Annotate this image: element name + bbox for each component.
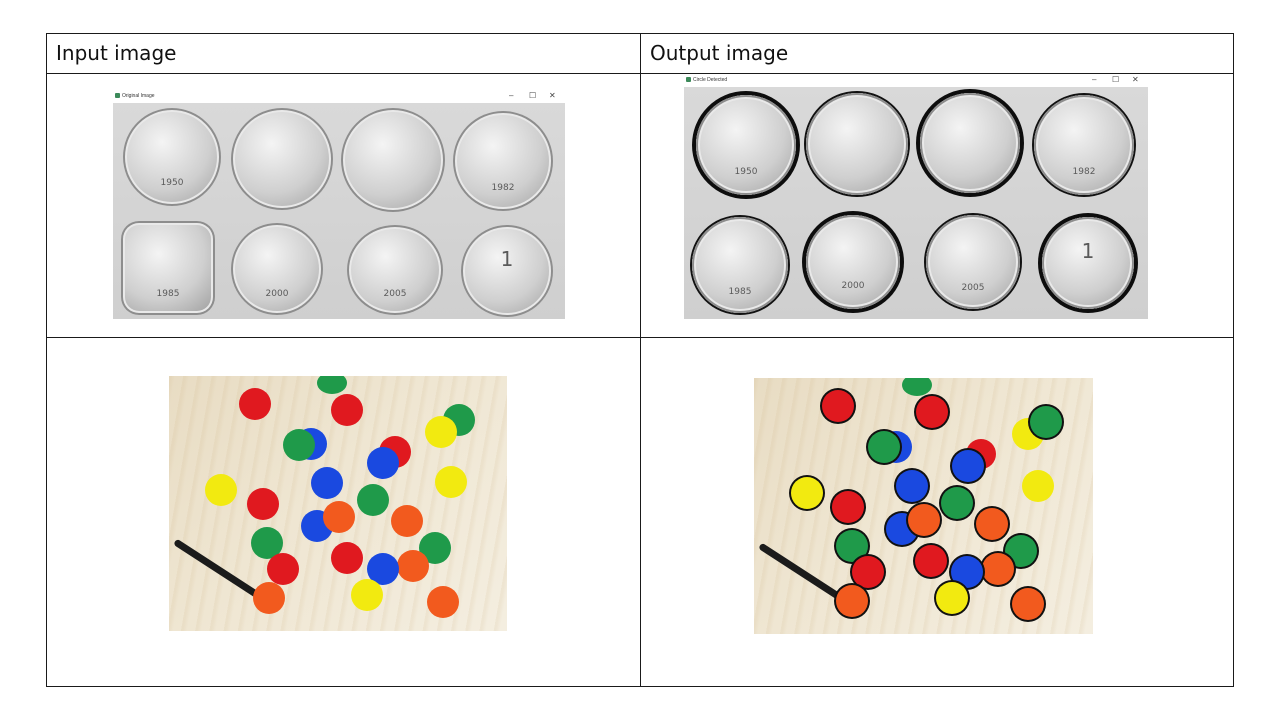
detected-coin: 1	[1042, 217, 1134, 309]
chip-orange	[836, 585, 868, 617]
output-image-header: Output image	[650, 41, 789, 65]
chip-green	[357, 484, 389, 516]
chip-red	[331, 542, 363, 574]
coin: 1950	[123, 108, 221, 206]
coin: 2005	[347, 225, 443, 315]
chip-blue	[896, 470, 928, 502]
chip-blue	[952, 450, 984, 482]
chip-green	[902, 378, 932, 396]
maximize-icon[interactable]: ☐	[529, 91, 537, 100]
detected-coin: 2000	[806, 215, 900, 309]
chip-red	[916, 396, 948, 428]
chip-green	[283, 429, 315, 461]
coin	[231, 108, 333, 210]
chip-yellow	[1022, 470, 1054, 502]
minimize-icon[interactable]: –	[1092, 75, 1097, 84]
chip-red	[267, 553, 299, 585]
close-icon[interactable]: ✕	[1132, 75, 1139, 84]
chip-orange	[391, 505, 423, 537]
chip-yellow	[351, 579, 383, 611]
chip-orange	[397, 550, 429, 582]
chip-red	[822, 390, 854, 422]
maximize-icon[interactable]: ☐	[1112, 75, 1120, 84]
chip-green	[868, 431, 900, 463]
chip-yellow	[435, 466, 467, 498]
detected-coin: 2005	[926, 215, 1020, 309]
coin	[341, 108, 445, 212]
window-titlebar: Original Image – ☐ ✕	[113, 90, 565, 103]
window-app-icon	[115, 93, 120, 98]
chip-red	[239, 388, 271, 420]
table-border-center	[640, 33, 641, 687]
coin: 1982	[453, 111, 553, 211]
table-border-left	[46, 33, 47, 687]
table-border-right	[1233, 33, 1234, 687]
chip-green	[317, 376, 347, 394]
chip-orange	[253, 582, 285, 614]
chips-photo-input	[169, 376, 507, 631]
comparison-table: Input image Output image	[46, 33, 1234, 687]
chip-blue	[311, 467, 343, 499]
chip-yellow	[936, 582, 968, 614]
coin: 2000	[231, 223, 323, 315]
coins-photo-detected: 1950 1982 1985 2000 2005 1	[684, 87, 1148, 319]
chip-red	[915, 545, 947, 577]
close-icon[interactable]: ✕	[549, 91, 556, 100]
detected-coin: 1982	[1034, 95, 1134, 195]
window-app-icon	[686, 77, 691, 82]
circle-detected-window: Circle Detected – ☐ ✕ 1950 1982 1985 200…	[684, 74, 1148, 319]
minimize-icon[interactable]: –	[509, 91, 514, 100]
chip-yellow	[425, 416, 457, 448]
chip-orange	[908, 504, 940, 536]
chip-green	[1030, 406, 1062, 438]
window-title: Circle Detected	[693, 77, 728, 83]
chip-orange	[976, 508, 1008, 540]
input-image-header: Input image	[56, 41, 177, 65]
coins-photo: 1950 1982 1985 2000 2005 1	[113, 103, 565, 319]
chip-red	[247, 488, 279, 520]
detected-coin: 1985	[692, 217, 788, 313]
chip-orange	[427, 586, 459, 618]
coin: 1	[461, 225, 553, 317]
detected-coin	[920, 93, 1020, 193]
detected-coin: 1950	[696, 95, 796, 195]
chip-orange	[982, 553, 1014, 585]
chip-orange	[1012, 588, 1044, 620]
chip-orange	[323, 501, 355, 533]
chip-red	[331, 394, 363, 426]
chips-photo-output	[754, 378, 1093, 634]
detected-coin	[806, 93, 908, 195]
chip-red	[852, 556, 884, 588]
original-image-window: Original Image – ☐ ✕ 1950 1982 1985 2000…	[113, 90, 565, 319]
chip-green	[941, 487, 973, 519]
window-title: Original Image	[122, 93, 155, 99]
chip-yellow	[205, 474, 237, 506]
chip-red	[832, 491, 864, 523]
coin: 1985	[121, 221, 215, 315]
chip-yellow	[791, 477, 823, 509]
window-titlebar: Circle Detected – ☐ ✕	[684, 74, 1148, 87]
chip-blue	[367, 447, 399, 479]
